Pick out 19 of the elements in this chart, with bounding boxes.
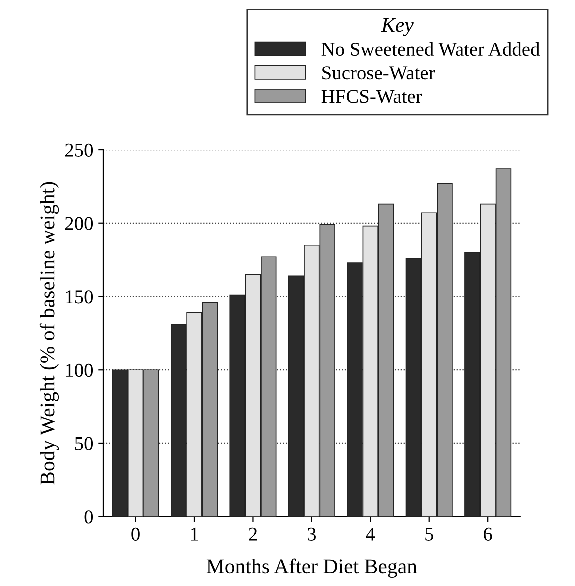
y-tick-label: 150	[66, 290, 94, 304]
y-tick-label: 100	[66, 364, 94, 378]
x-tick-label: 0	[132, 528, 140, 541]
x-tick-label: 2	[249, 528, 258, 541]
legend-label: No Sweetened Water Added	[322, 42, 540, 56]
legend-label: HFCS-Water	[322, 90, 422, 104]
x-tick-label: 1	[191, 528, 198, 541]
x-tick-label: 3	[308, 528, 316, 541]
y-axis-title: Body Weight (% of baseline weight)	[40, 182, 60, 485]
x-tick-label: 6	[484, 528, 492, 541]
y-tick-label: 250	[65, 144, 94, 157]
y-tick-label: 50	[75, 437, 94, 450]
y-tick-label: 200	[65, 217, 94, 230]
legend-title: Key	[381, 18, 414, 36]
x-axis-title: Months After Diet Began	[206, 558, 418, 578]
y-tick-label: 0	[84, 510, 94, 524]
legend-label: Sucrose-Water	[322, 66, 436, 80]
x-tick-label: 5	[426, 528, 434, 541]
x-tick-label: 4	[366, 528, 376, 541]
